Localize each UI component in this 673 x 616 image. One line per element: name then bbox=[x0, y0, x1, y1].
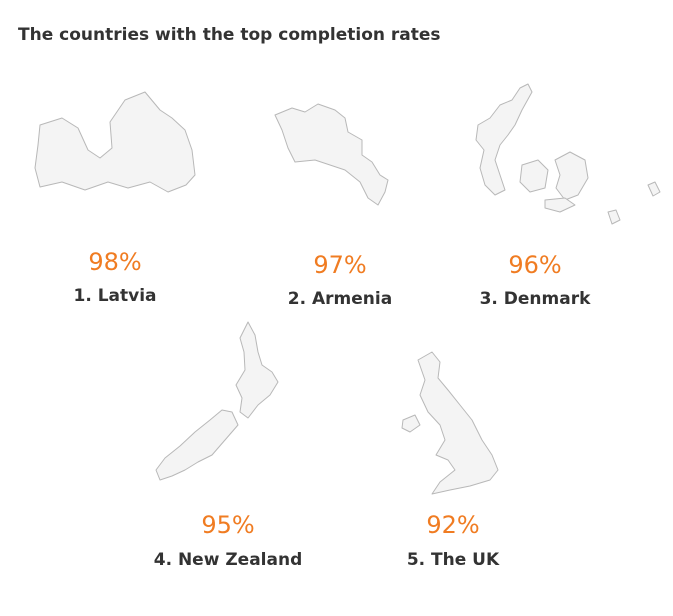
map-denmark-island bbox=[519, 159, 549, 193]
map-nz-north bbox=[235, 321, 279, 419]
country-label: 4. New Zealand bbox=[154, 550, 302, 570]
map-latvia bbox=[34, 91, 196, 193]
country-label: 5. The UK bbox=[407, 550, 500, 570]
country-list: 98% 1. Latvia 97% 2. Armenia 96% 3. Denmark 95… bbox=[73, 248, 591, 570]
percent: 98% bbox=[88, 248, 141, 276]
country-label: 2. Armenia bbox=[288, 289, 392, 309]
title: The countries with the top completion ra… bbox=[18, 25, 441, 45]
map-northern-ireland bbox=[401, 414, 421, 433]
map-uk bbox=[417, 351, 499, 495]
map-denmark bbox=[475, 83, 533, 196]
map-denmark-island bbox=[554, 151, 589, 201]
percent: 92% bbox=[426, 511, 479, 539]
percent: 97% bbox=[313, 251, 366, 279]
map-denmark-island bbox=[647, 181, 661, 197]
percent: 95% bbox=[201, 511, 254, 539]
map-denmark-island bbox=[607, 209, 621, 225]
country-label: 1. Latvia bbox=[73, 286, 156, 306]
map-armenia bbox=[274, 103, 389, 206]
percent: 96% bbox=[508, 251, 561, 279]
country-label: 3. Denmark bbox=[480, 289, 592, 309]
map-nz-south bbox=[155, 409, 239, 481]
map-denmark-island bbox=[544, 197, 576, 213]
